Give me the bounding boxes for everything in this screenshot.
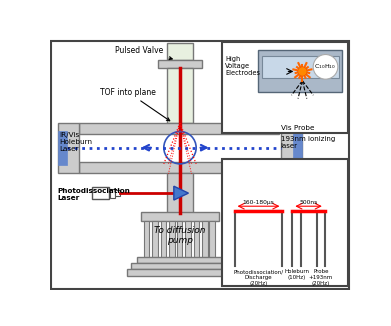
Bar — [127, 269, 233, 275]
Circle shape — [298, 67, 307, 76]
Bar — [158, 60, 202, 67]
Bar — [222, 42, 348, 133]
Bar — [79, 162, 279, 173]
Bar — [57, 131, 67, 165]
Text: 160-180μs: 160-180μs — [243, 200, 274, 205]
Bar — [144, 221, 149, 258]
Text: Probe
+193nm
(20Hz): Probe +193nm (20Hz) — [309, 269, 333, 286]
Text: High
Voltage
Electrodes: High Voltage Electrodes — [226, 56, 260, 76]
Bar — [131, 263, 228, 269]
Bar — [137, 257, 223, 263]
Bar — [167, 173, 193, 213]
Bar — [92, 187, 109, 199]
Bar — [262, 56, 339, 78]
Bar — [167, 43, 193, 60]
Text: Pulsed Valve: Pulsed Valve — [115, 46, 172, 60]
Bar — [293, 131, 302, 165]
Bar — [169, 221, 175, 258]
Bar — [110, 188, 115, 198]
Bar — [57, 123, 79, 173]
Bar — [185, 221, 191, 258]
Text: TOF into plane: TOF into plane — [100, 88, 170, 121]
Bar — [79, 123, 279, 134]
Bar — [152, 221, 158, 258]
Bar — [194, 221, 199, 258]
Bar — [258, 50, 343, 92]
Text: Vis Probe: Vis Probe — [281, 126, 314, 131]
Bar — [141, 212, 219, 221]
Text: Holeburn
(10Hz): Holeburn (10Hz) — [284, 269, 309, 280]
Bar — [177, 221, 182, 258]
Text: Photodissociation
Laser: Photodissociation Laser — [57, 188, 131, 201]
Polygon shape — [174, 186, 188, 200]
Circle shape — [313, 54, 338, 79]
Text: To diffusion
pump: To diffusion pump — [154, 226, 206, 245]
Text: C$_{10}$H$_{10}$: C$_{10}$H$_{10}$ — [314, 62, 337, 71]
Bar — [115, 190, 120, 196]
Bar — [281, 123, 302, 173]
Bar — [167, 67, 193, 123]
Bar — [202, 221, 208, 258]
Text: 193nm ionizing
laser: 193nm ionizing laser — [281, 136, 335, 149]
Bar — [209, 221, 215, 258]
Text: 500ns: 500ns — [300, 200, 318, 205]
Text: Photodissociation/
Discharge
(20Hz): Photodissociation/ Discharge (20Hz) — [233, 269, 283, 286]
Text: IR/Vis
Holeburn
Laser: IR/Vis Holeburn Laser — [59, 131, 92, 152]
Bar — [161, 221, 166, 258]
Bar — [222, 159, 348, 286]
